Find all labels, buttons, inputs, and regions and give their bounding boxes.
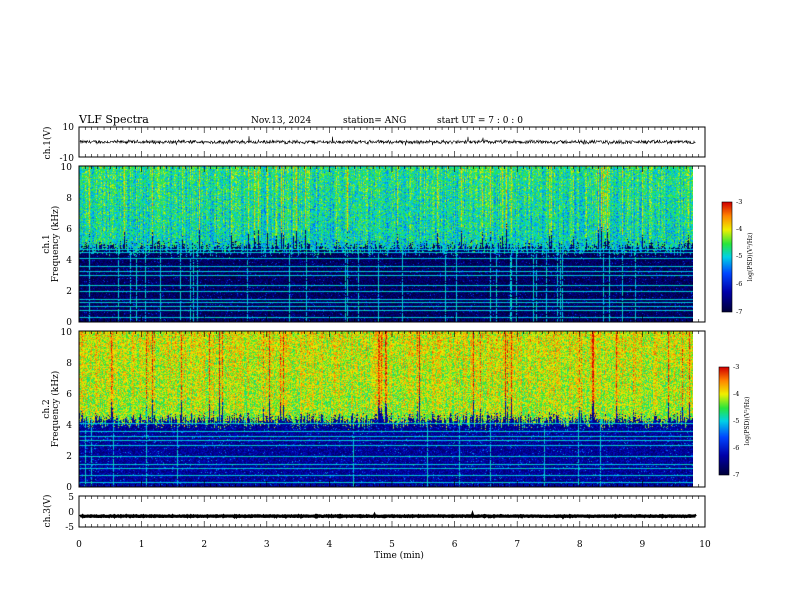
ch1-spectrogram-ytick-labels: 0 2 4 6 8 10	[61, 163, 73, 328]
ch1-spectrogram-ticks	[78, 166, 706, 322]
x-axis-label: Time (min)	[374, 550, 424, 561]
ch2-spectrogram-ytick-labels: 0 2 4 6 8 10	[61, 328, 73, 493]
ch2-colorbar-label: log(PSD)(V²/Hz)	[744, 397, 751, 446]
x-axis-tick-labels: 0 1 2 3 4 5 6 7 8 9 10	[76, 540, 711, 550]
ch1-ytick-top: 10	[63, 123, 75, 133]
ch1-cb-tick-m4: -4	[736, 225, 742, 233]
ch1-cb-tick-m6: -6	[736, 280, 742, 288]
ch2-ytick-0: 0	[66, 483, 72, 493]
ch3-waveform-panel: 5 0 -5 ch.3(V)	[42, 493, 706, 533]
ch1-cb-tick-m7: -7	[736, 308, 742, 316]
ch1-colorbar-holder	[722, 202, 732, 312]
ch1-ytick-bottom: -10	[60, 154, 75, 164]
ch3-ytick-m5: -5	[65, 523, 74, 533]
x-tick-label-5: 5	[389, 540, 395, 550]
ch1-spectrogram-image-holder	[79, 166, 693, 322]
ch2-colorbar-holder	[719, 367, 729, 475]
ch1-ytick-0: 0	[66, 318, 72, 328]
ch1-ytick-2: 2	[66, 287, 72, 297]
x-tick-label-1: 1	[139, 540, 145, 550]
ch2-spectrogram-ticks	[78, 331, 706, 487]
ch1-spectrogram-panel: 0 2 4 6 8 10 ch.1 Frequency (kHz)	[42, 163, 706, 328]
x-tick-label-3: 3	[264, 540, 270, 550]
ch2-spectrogram-panel: 0 2 4 6 8 10 ch.2 Frequency (kHz)	[42, 328, 706, 493]
ch1-cb-tick-m5: -5	[736, 252, 742, 260]
date-label: Nov.13, 2024	[251, 116, 312, 126]
ch2-colorbar-frame	[718, 366, 730, 476]
ch1-spectrogram-blank	[693, 166, 705, 322]
ch2-spectrogram-heatmap	[79, 331, 693, 487]
ch2-spectrogram-ylabel: Frequency (kHz)	[50, 371, 61, 448]
ch2-colorbar: -3 -4 -5 -6 -7 log(PSD)(V²/Hz)	[718, 363, 751, 479]
ch2-ytick-4: 4	[66, 421, 72, 431]
x-tick-label-4: 4	[327, 540, 333, 550]
ch3-ytick-0: 0	[68, 508, 74, 518]
ch1-spectrogram-ylabel: Frequency (kHz)	[50, 206, 61, 283]
ch1-colorbar-frame	[721, 201, 733, 313]
ch3-ytick-5: 5	[68, 493, 74, 503]
ch2-ytick-2: 2	[66, 452, 72, 462]
ch2-colorbar-gradient	[719, 367, 729, 475]
ch3-waveform-trace	[79, 510, 697, 520]
ch1-colorbar-gradient	[722, 202, 732, 312]
ch2-cb-tick-m5: -5	[733, 417, 739, 425]
x-tick-label-6: 6	[452, 540, 458, 550]
ch1-ytick-8: 8	[66, 194, 72, 204]
ch2-spectrogram-channel-label: ch.2	[42, 399, 52, 418]
ch2-cb-tick-m7: -7	[733, 471, 739, 479]
ch2-spectrogram-blank	[693, 331, 705, 487]
ch1-colorbar-label: log(PSD)(V²/Hz)	[747, 233, 754, 282]
ch2-ytick-8: 8	[66, 359, 72, 369]
ch1-spectrogram-channel-label: ch.1	[42, 234, 52, 253]
x-tick-label-7: 7	[514, 540, 520, 550]
ch1-ytick-6: 6	[66, 225, 72, 235]
start-ut-label: start UT = 7 : 0 : 0	[437, 116, 523, 126]
ch1-ytick-4: 4	[66, 256, 72, 266]
ch2-spectrogram-image-holder	[79, 331, 693, 487]
x-tick-label-2: 2	[201, 540, 207, 550]
ch2-cb-tick-m6: -6	[733, 444, 739, 452]
ch1-waveform-ylabel: ch.1(V)	[42, 127, 53, 160]
ch1-spectrogram-heatmap	[79, 166, 693, 322]
ch1-waveform-trace	[79, 136, 696, 146]
ch1-waveform-ticks	[78, 127, 706, 157]
ch3-waveform-ylabel: ch.3(V)	[42, 495, 53, 528]
x-tick-label-0: 0	[76, 540, 82, 550]
ch1-colorbar: -3 -4 -5 -6 -7 log(PSD)(V²/Hz)	[721, 198, 754, 316]
figure-title: VLF Spectra	[78, 113, 149, 126]
ch2-ytick-10: 10	[61, 328, 73, 338]
ch3-waveform-ticks	[78, 496, 706, 527]
x-tick-label-8: 8	[577, 540, 583, 550]
x-tick-label-10: 10	[699, 540, 711, 550]
ch1-ytick-10: 10	[61, 163, 73, 173]
station-label: station= ANG	[343, 116, 406, 126]
ch1-waveform-panel: 10 -10 ch.1(V)	[42, 123, 706, 164]
x-tick-label-9: 9	[640, 540, 646, 550]
ch2-cb-tick-m3: -3	[733, 363, 739, 371]
ch1-cb-tick-m3: -3	[736, 198, 742, 206]
ch2-cb-tick-m4: -4	[733, 390, 739, 398]
ch2-ytick-6: 6	[66, 390, 72, 400]
